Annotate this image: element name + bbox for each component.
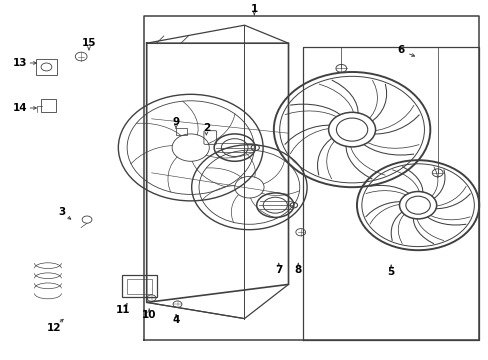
Text: 8: 8 <box>294 265 301 275</box>
Text: 15: 15 <box>81 38 96 48</box>
Text: 5: 5 <box>387 267 394 277</box>
Text: 3: 3 <box>58 207 65 217</box>
Text: 14: 14 <box>13 103 28 113</box>
Text: 9: 9 <box>172 117 179 127</box>
Text: 7: 7 <box>274 265 282 275</box>
Text: 4: 4 <box>172 315 180 325</box>
Text: 11: 11 <box>116 305 130 315</box>
Text: 13: 13 <box>13 58 28 68</box>
Text: 10: 10 <box>142 310 156 320</box>
Text: 1: 1 <box>250 4 257 14</box>
Text: 2: 2 <box>203 123 209 133</box>
Text: 6: 6 <box>397 45 404 55</box>
Text: 12: 12 <box>46 323 61 333</box>
